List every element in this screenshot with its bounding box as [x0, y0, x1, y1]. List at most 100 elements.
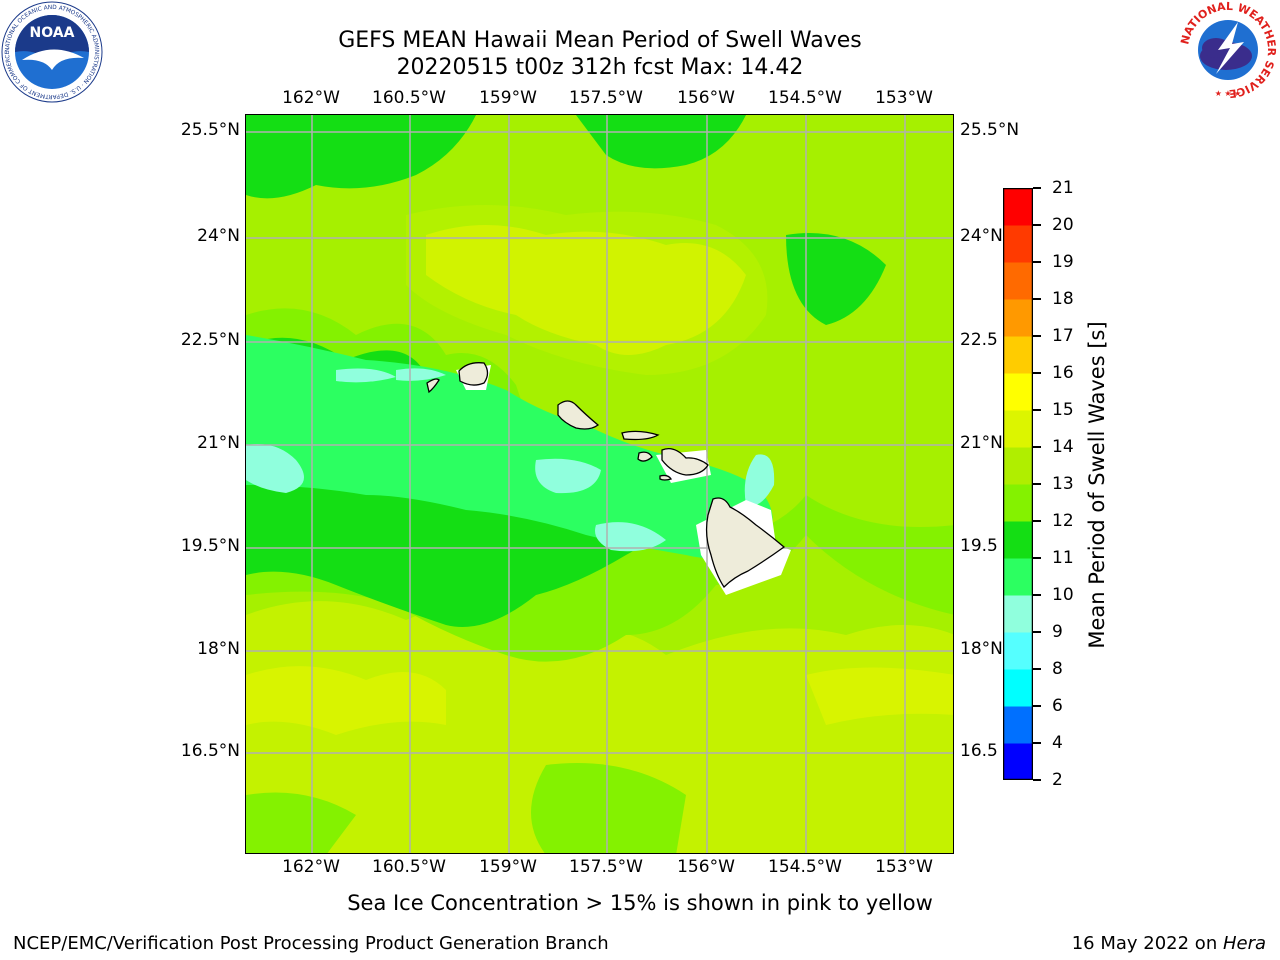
- colorbar-swatch: [1003, 225, 1033, 263]
- colorbar-tick-label: 9: [1052, 622, 1063, 642]
- contour-12-13-north: [406, 205, 768, 375]
- colorbar-tick-mark: [1033, 594, 1041, 596]
- colorbar-swatch: [1003, 706, 1033, 744]
- island-niihau: [426, 378, 440, 394]
- colorbar-tick-label: 21: [1052, 178, 1074, 198]
- colorbar-swatch: [1003, 521, 1033, 559]
- colorbar-swatch: [1003, 262, 1033, 300]
- colorbar-tick-label: 2: [1052, 770, 1063, 790]
- island-oahu: [557, 400, 600, 430]
- colorbar-tick-label: 8: [1052, 659, 1063, 679]
- colorbar-tick-label: 11: [1052, 548, 1074, 568]
- contour-11-northeast: [576, 115, 746, 169]
- colorbar-swatch: [1003, 558, 1033, 596]
- colorbar-tick-mark: [1033, 668, 1041, 670]
- island-kahoolawe: [659, 474, 672, 481]
- contour-9-strip-north: [336, 368, 396, 383]
- colorbar-tick-mark: [1033, 705, 1041, 707]
- colorbar-tick-mark: [1033, 483, 1041, 485]
- contour-11-east: [786, 233, 886, 325]
- colorbar-tick-label: 18: [1052, 289, 1074, 309]
- colorbar-tick-label: 16: [1052, 363, 1074, 383]
- contour-9-patch-west: [246, 444, 304, 493]
- colorbar-swatch: [1003, 447, 1033, 485]
- colorbar-tick-label: 4: [1052, 733, 1063, 753]
- colorbar-swatch: [1003, 743, 1033, 781]
- contour-9-patch-south: [595, 522, 666, 552]
- lon-label-bottom: 154.5°W: [768, 857, 842, 877]
- colorbar-tick-mark: [1033, 742, 1041, 744]
- colorbar-label: Mean Period of Swell Waves [s]: [1085, 321, 1109, 649]
- lat-label-left: 22.5°N: [180, 330, 240, 350]
- colorbar-tick-mark: [1033, 224, 1041, 226]
- colorbar-tick-label: 19: [1052, 252, 1074, 272]
- colorbar-swatch: [1003, 669, 1033, 707]
- contour-13-14-south: [246, 601, 953, 853]
- lon-label-top: 156°W: [677, 88, 735, 108]
- sea-ice-caption: Sea Ice Concentration > 15% is shown in …: [347, 891, 933, 915]
- lon-label-bottom: 160.5°W: [372, 857, 446, 877]
- lat-label-right: 24°N: [960, 226, 1003, 246]
- lon-label-top: 160.5°W: [372, 88, 446, 108]
- lat-label-left: 21°N: [197, 433, 240, 453]
- contour-14-south-2: [806, 667, 953, 725]
- lat-label-right: 25.5°N: [960, 120, 1020, 140]
- colorbar-tick-label: 14: [1052, 437, 1074, 457]
- lon-label-bottom: 156°W: [677, 857, 735, 877]
- island-kauai: [458, 362, 489, 386]
- map-title: GEFS MEAN Hawaii Mean Period of Swell Wa…: [338, 28, 862, 53]
- lon-label-top: 162°W: [282, 88, 340, 108]
- lon-label-bottom: 162°W: [282, 857, 340, 877]
- contour-12-south-patch-2: [246, 792, 356, 853]
- colorbar-tick-mark: [1033, 631, 1041, 633]
- colorbar-swatch: [1003, 299, 1033, 337]
- island-lanai: [637, 451, 653, 462]
- contour-9-strip-north-2: [396, 368, 446, 381]
- colorbar-tick-mark: [1033, 779, 1041, 781]
- contour-14-south: [246, 666, 446, 735]
- contour-13-14-north: [426, 225, 746, 355]
- lat-label-left: 18°N: [197, 639, 240, 659]
- lon-label-top: 159°W: [479, 88, 537, 108]
- colorbar-tick-mark: [1033, 298, 1041, 300]
- colorbar-tick-label: 13: [1052, 474, 1074, 494]
- lon-label-top: 153°W: [875, 88, 933, 108]
- lon-label-top: 154.5°W: [768, 88, 842, 108]
- footer-machine: Hera: [1222, 933, 1266, 954]
- lon-label-top: 157.5°W: [569, 88, 643, 108]
- colorbar-tick-mark: [1033, 372, 1041, 374]
- contour-9-patch-mid: [535, 458, 601, 494]
- island-maui: [661, 447, 709, 476]
- colorbar-tick-mark: [1033, 261, 1041, 263]
- lat-label-right: 18°N: [960, 639, 1003, 659]
- swell-period-map: [245, 114, 954, 854]
- lat-label-right: 21°N: [960, 433, 1003, 453]
- map-subtitle: 20220515 t00z 312h fcst Max: 14.42: [396, 55, 804, 80]
- colorbar-tick-label: 12: [1052, 511, 1074, 531]
- colorbar-swatch: [1003, 336, 1033, 374]
- colorbar-tick-mark: [1033, 446, 1041, 448]
- contour-12-south-patch: [531, 763, 686, 853]
- colorbar-tick-label: 17: [1052, 326, 1074, 346]
- contour-11-north: [246, 115, 476, 199]
- noaa-logo: NATIONAL OCEANIC AND ATMOSPHERIC ADMINIS…: [0, 0, 104, 104]
- colorbar-tick-label: 20: [1052, 215, 1074, 235]
- colorbar-tick-label: 15: [1052, 400, 1074, 420]
- island-molokai: [621, 430, 660, 441]
- contour-9-patch-east: [744, 454, 775, 506]
- svg-text:NOAA: NOAA: [30, 25, 75, 41]
- colorbar-swatch: [1003, 632, 1033, 670]
- footer-date-text: 16 May 2022 on: [1071, 933, 1223, 954]
- colorbar-swatch: [1003, 410, 1033, 448]
- lat-label-right: 19.5: [960, 536, 998, 556]
- svg-text:★ ★ ★: ★ ★ ★: [1215, 89, 1242, 98]
- nws-logo: NATIONAL WEATHER SERVICE ★ ★ ★: [1176, 0, 1280, 100]
- colorbar-swatch: [1003, 595, 1033, 633]
- colorbar-swatch: [1003, 484, 1033, 522]
- lat-label-left: 16.5°N: [180, 741, 240, 761]
- island-hawaii: [705, 497, 786, 589]
- footer-credit: NCEP/EMC/Verification Post Processing Pr…: [13, 933, 609, 954]
- lat-label-left: 25.5°N: [180, 120, 240, 140]
- lon-label-bottom: 157.5°W: [569, 857, 643, 877]
- colorbar-tick-label: 10: [1052, 585, 1074, 605]
